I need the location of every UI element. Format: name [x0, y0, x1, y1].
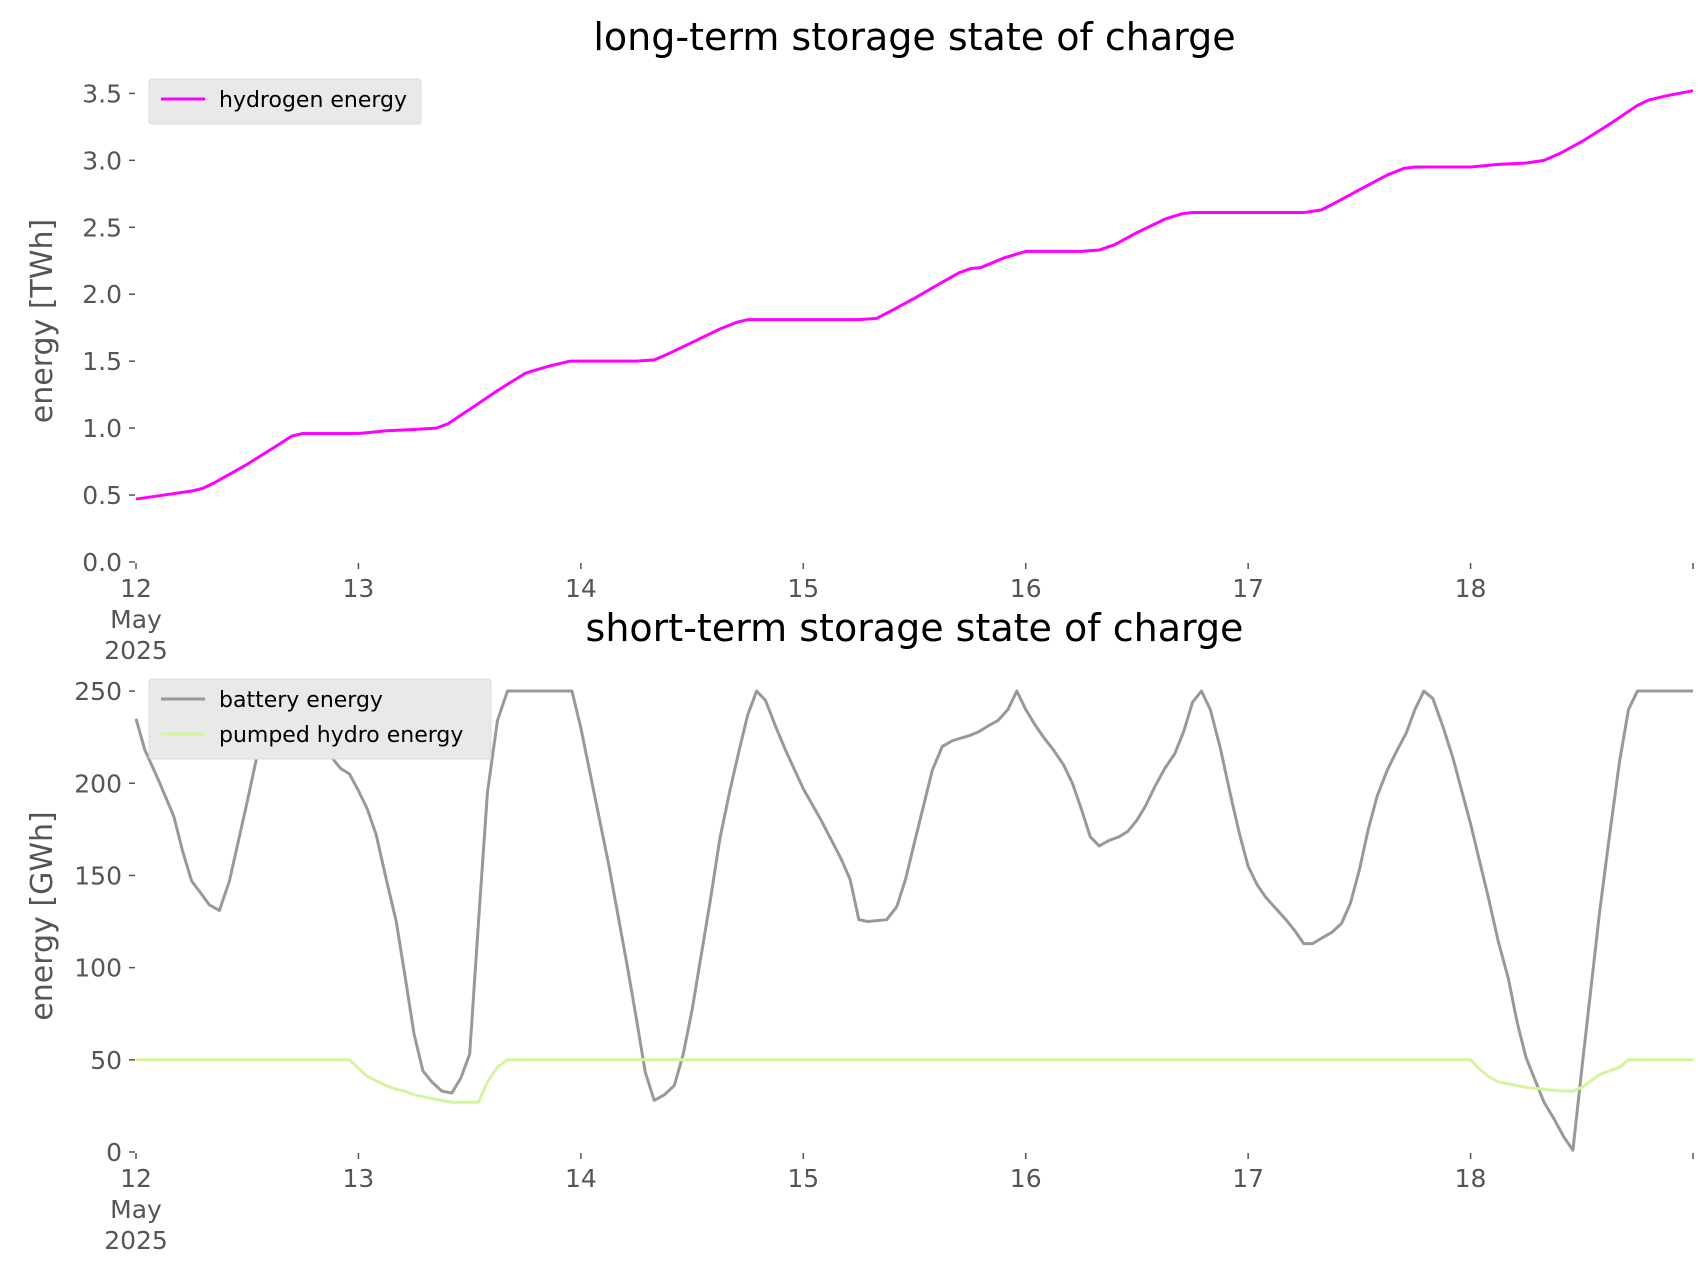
series-line-pumped-hydro-energy: [136, 1058, 1693, 1104]
x-tick-label: 14: [565, 574, 597, 603]
long-term-storage-panel: long-term storage state of charge energy …: [25, 15, 1694, 665]
short-term-storage-panel: short-term storage state of charge energy…: [25, 606, 1694, 1255]
y-tick-label: 1.0: [82, 414, 122, 443]
y-tick-label: 150: [74, 861, 122, 890]
x-tick-label: 2025: [104, 1226, 168, 1255]
y-tick-label: 0: [106, 1138, 122, 1167]
y-tick-label: 0.5: [82, 481, 122, 510]
x-tick-label: 16: [1010, 1164, 1042, 1193]
y-tick-label: 100: [74, 954, 122, 983]
x-tick-label: 2025: [104, 636, 168, 665]
x-tick-label: 13: [343, 574, 375, 603]
x-tick-label: 12: [120, 574, 152, 603]
y-axis-label: energy [TWh]: [25, 219, 60, 423]
y-tick-label: 50: [90, 1046, 122, 1075]
chart-title: short-term storage state of charge: [586, 606, 1244, 650]
legend-label: hydrogen energy: [219, 88, 407, 113]
x-tick-label: May: [110, 1195, 162, 1224]
x-tick-label: 15: [787, 1164, 819, 1193]
x-tick-label: 18: [1455, 574, 1487, 603]
y-tick-label: 250: [74, 677, 122, 706]
x-tick-label: 18: [1455, 1164, 1487, 1193]
legend: hydrogen energy: [148, 78, 422, 125]
y-tick-label: 1.5: [82, 347, 122, 376]
legend-box: [148, 678, 492, 760]
y-tick-label: 2.5: [82, 213, 122, 242]
x-tick-label: 17: [1232, 1164, 1264, 1193]
y-tick-label: 3.5: [82, 79, 122, 108]
y-tick-label: 3.0: [82, 146, 122, 175]
y-tick-label: 2.0: [82, 280, 122, 309]
legend-label: pumped hydro energy: [219, 723, 463, 748]
x-tick-label: May: [110, 605, 162, 634]
x-tick-label: 12: [120, 1164, 152, 1193]
y-tick-label: 0.0: [82, 548, 122, 577]
y-axis-label: energy [GWh]: [25, 811, 60, 1020]
x-tick-label: 15: [787, 574, 819, 603]
legend-box: [148, 78, 422, 125]
legend-label: battery energy: [219, 688, 383, 713]
x-tick-label: 17: [1232, 574, 1264, 603]
x-tick-label: 14: [565, 1164, 597, 1193]
series-line-battery-energy: [134, 689, 1693, 1152]
series-line-hydrogen-energy: [135, 89, 1694, 501]
x-tick-label: 13: [343, 1164, 375, 1193]
legend: battery energy pumped hydro energy: [148, 678, 492, 760]
chart-title: long-term storage state of charge: [593, 15, 1235, 59]
y-tick-label: 200: [74, 769, 122, 798]
x-tick-label: 16: [1010, 574, 1042, 603]
